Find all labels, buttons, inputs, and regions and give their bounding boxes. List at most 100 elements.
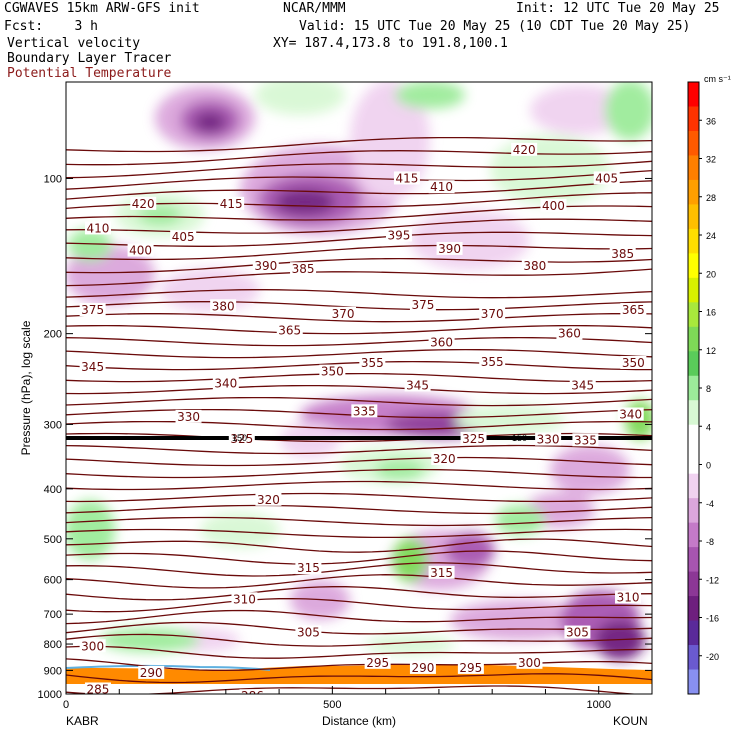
theta-label-bg <box>428 335 455 349</box>
colorbar-swatch <box>688 669 699 695</box>
theta-label-bg <box>351 404 378 418</box>
y-tick-label: 600 <box>44 575 62 587</box>
theta-label: 305 <box>297 626 320 640</box>
colorbar-swatch <box>688 204 699 230</box>
theta-label: 350 <box>622 356 645 370</box>
theta-label: 315 <box>297 561 320 575</box>
theta-label-bg <box>79 359 106 373</box>
theta-label: 305 <box>566 626 589 640</box>
y-tick-label: 900 <box>44 665 62 677</box>
header-center: NCAR/MMM <box>283 1 346 16</box>
endpoint-left: KABR <box>66 714 99 728</box>
theta-label-bg <box>239 689 266 694</box>
theta-label: 385 <box>611 247 634 261</box>
theta-line <box>66 621 652 635</box>
theta-label-bg <box>428 565 455 579</box>
theta-label-bg <box>127 243 154 257</box>
theta-label-bg <box>479 306 506 320</box>
field-boundary-tracer: Boundary Layer Tracer <box>7 51 172 66</box>
theta-line <box>66 673 652 684</box>
colorbar-tick-label: 8 <box>706 384 711 394</box>
theta-label: 420 <box>513 143 536 157</box>
theta-label: 345 <box>81 360 104 374</box>
theta-label: 330 <box>537 433 560 447</box>
theta-line <box>66 444 652 455</box>
theta-label-bg <box>210 299 237 313</box>
colorbar-tick-label: 28 <box>706 193 716 203</box>
theta-label: 350 <box>321 365 344 379</box>
theta-label-bg <box>593 171 620 185</box>
theta-label-bg <box>170 230 197 244</box>
colorbar-tick-label: -8 <box>706 537 714 547</box>
theta-line <box>66 313 652 323</box>
theta-line <box>66 586 652 601</box>
theta-label-bg <box>479 355 506 369</box>
theta-label-bg <box>359 355 386 369</box>
theta-label: 370 <box>481 307 504 321</box>
theta-label: 345 <box>571 378 594 392</box>
colorbar-swatch <box>688 473 699 499</box>
colorbar-swatch <box>688 228 699 254</box>
theta-line <box>66 372 652 383</box>
theta-label-bg <box>436 241 463 255</box>
theta-label: 410 <box>87 221 110 235</box>
y-axis: 100 200 300 400 500 600 700 800 900 1000 <box>38 173 652 701</box>
theta-label-bg <box>572 433 599 447</box>
theta-label: 395 <box>388 228 411 242</box>
theta-label-bg <box>130 196 157 210</box>
field-potential-temperature: Potential Temperature <box>7 66 172 81</box>
colorbar-swatch <box>688 130 699 156</box>
theta-label-bg <box>409 660 436 674</box>
theta-label: 415 <box>220 197 243 211</box>
theta-line <box>66 336 652 347</box>
colorbar-swatch <box>688 645 699 671</box>
colorbar-swatch <box>688 522 699 548</box>
colorbar-tick-label: -20 <box>706 652 719 662</box>
theta-line <box>66 268 652 287</box>
colorbar-tick-label: 0 <box>706 461 711 471</box>
x-axis-label: Distance (km) <box>322 714 396 728</box>
theta-label: 405 <box>595 171 618 185</box>
header-valid: Valid: 15 UTC Tue 20 May 25 (10 CDT Tue … <box>299 19 691 34</box>
theta-label: 330 <box>177 410 200 424</box>
colorbar-tick-label: 32 <box>706 155 716 165</box>
y-tick-label: 400 <box>44 484 62 496</box>
theta-line <box>66 180 652 200</box>
theta-label: 340 <box>214 377 237 391</box>
theta-label-bg <box>276 323 303 337</box>
theta-label: 365 <box>622 303 645 317</box>
theta-line <box>66 597 652 613</box>
theta-line <box>66 468 652 479</box>
theta-line <box>66 384 652 395</box>
endpoint-right: KOUN <box>613 714 648 728</box>
theta-line <box>66 150 652 166</box>
theta-label-bg <box>79 303 106 317</box>
theta-label: 385 <box>292 262 315 276</box>
colorbar-swatch <box>688 375 699 401</box>
theta-label: 375 <box>81 303 104 317</box>
theta-label: 286 <box>241 689 264 703</box>
theta-label-bg <box>569 378 596 392</box>
theta-label-bg <box>617 407 644 421</box>
theta-line <box>66 574 652 589</box>
plot-frame <box>65 81 653 695</box>
theta-line <box>66 480 652 491</box>
boundary-layer-tracer <box>66 664 652 684</box>
theta-line <box>66 550 652 565</box>
theta-line <box>66 169 652 190</box>
theta-label: 345 <box>406 378 429 392</box>
colorbar-tick-label: 20 <box>706 269 716 279</box>
theta-label-bg <box>620 355 647 369</box>
colorbar-tick-label: 36 <box>706 116 716 126</box>
y-tick-label: 700 <box>44 609 62 621</box>
theta-line <box>66 456 652 467</box>
theta-label-bg <box>295 561 322 575</box>
theta-line <box>66 633 652 647</box>
theta-line <box>66 136 652 153</box>
colorbar-swatch <box>688 547 699 573</box>
theta-label: 320 <box>433 452 456 466</box>
theta-label: 355 <box>481 355 504 369</box>
theta-label: 310 <box>233 592 256 606</box>
header-forecast: Fcst: 3 h <box>4 19 98 34</box>
theta-label-bg <box>556 326 583 340</box>
